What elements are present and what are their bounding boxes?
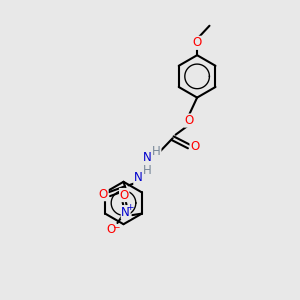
Text: H: H	[143, 164, 152, 177]
Text: −: −	[112, 222, 119, 231]
Text: O: O	[193, 36, 202, 49]
Text: H: H	[152, 145, 161, 158]
Text: O: O	[190, 140, 200, 153]
Text: N: N	[121, 206, 130, 219]
Text: N: N	[143, 151, 152, 164]
Text: O: O	[106, 223, 116, 236]
Text: O: O	[99, 188, 108, 201]
Text: N: N	[134, 172, 142, 184]
Text: O: O	[184, 114, 194, 127]
Text: +: +	[126, 203, 134, 212]
Text: O: O	[120, 188, 129, 202]
